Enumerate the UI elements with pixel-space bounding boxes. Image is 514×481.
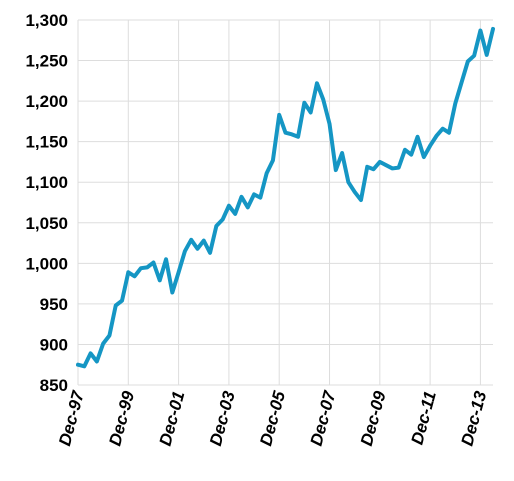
data-point [89, 351, 93, 355]
y-tick-label: 1,250 [25, 52, 68, 71]
x-tick-label: Dec-03 [206, 389, 239, 448]
y-tick-label: 1,300 [25, 11, 68, 30]
data-point [208, 251, 212, 255]
data-point [328, 122, 332, 126]
data-point [466, 59, 470, 63]
data-point [107, 334, 111, 338]
data-point [397, 166, 401, 170]
data-point [441, 127, 445, 131]
data-point [183, 249, 187, 253]
data-point [302, 101, 306, 105]
x-axis-tick-labels: Dec-97 Dec-99 Dec-01 Dec-03 Dec-05 Dec-07 Dec-… [55, 388, 490, 448]
data-point [372, 167, 376, 171]
y-tick-label: 1,000 [25, 254, 68, 273]
data-point [491, 27, 495, 31]
y-tick-label: 1,150 [25, 133, 68, 152]
data-point [409, 153, 413, 157]
data-point [126, 270, 130, 274]
data-point [460, 80, 464, 84]
data-point [227, 204, 231, 208]
x-tick-label: Dec-97 [55, 388, 88, 448]
data-point [145, 265, 149, 269]
y-tick-label: 850 [40, 376, 68, 395]
data-point [365, 165, 369, 169]
data-point [416, 135, 420, 139]
y-tick-label: 1,200 [25, 92, 68, 111]
data-point [195, 247, 199, 251]
data-point [271, 158, 275, 162]
data-point [164, 257, 168, 261]
data-point [139, 266, 143, 270]
data-point [252, 192, 256, 196]
data-point [472, 54, 476, 58]
data-point [95, 359, 99, 363]
y-tick-label: 950 [40, 295, 68, 314]
data-point [296, 135, 300, 139]
x-tick-label: Dec-09 [357, 389, 390, 448]
data-point [428, 144, 432, 148]
data-point [120, 299, 124, 303]
x-tick-label: Dec-07 [307, 388, 340, 448]
x-tick-label: Dec-05 [256, 389, 289, 448]
data-point [384, 163, 388, 167]
data-point [221, 218, 225, 222]
gridlines [77, 19, 493, 386]
data-point [378, 160, 382, 164]
series-line [76, 26, 495, 369]
data-point [202, 239, 206, 243]
y-axis-tick-labels: 850 900 950 1,000 1,050 1,100 1,150 1,200 1,250 1… [25, 11, 68, 395]
x-tick-label: Dec-01 [156, 389, 189, 448]
data-point [315, 81, 319, 85]
data-point [334, 168, 338, 172]
data-point [277, 113, 281, 117]
data-point [239, 195, 243, 199]
data-point [214, 224, 218, 228]
data-point [170, 291, 174, 295]
data-points [76, 27, 495, 368]
data-point [133, 274, 137, 278]
data-point [158, 278, 162, 282]
x-tick-label: Dec-99 [105, 389, 138, 448]
y-tick-label: 1,100 [25, 173, 68, 192]
data-point [284, 131, 287, 135]
data-point [189, 238, 193, 242]
data-point [290, 132, 294, 136]
data-point [177, 270, 181, 274]
y-tick-label: 1,050 [25, 214, 68, 233]
data-point [258, 196, 262, 200]
data-point [485, 53, 489, 57]
data-point [434, 134, 438, 138]
data-point [403, 148, 407, 152]
data-point [151, 261, 155, 265]
data-point [340, 151, 344, 155]
data-point [233, 212, 237, 216]
data-point [265, 171, 269, 175]
data-point [390, 166, 394, 170]
data-point [246, 205, 250, 209]
x-tick-label: Dec-11 [408, 389, 440, 447]
data-point [101, 342, 105, 346]
data-point [82, 364, 86, 368]
data-point [453, 102, 457, 106]
data-point [422, 155, 426, 159]
data-point [309, 110, 313, 114]
data-point [346, 180, 350, 184]
x-tick-label: Dec-13 [458, 389, 491, 448]
data-point [353, 190, 357, 194]
data-point [359, 198, 363, 202]
data-point [321, 97, 325, 101]
data-point [447, 131, 451, 135]
data-point [478, 29, 482, 33]
data-point [76, 363, 80, 367]
y-tick-label: 900 [40, 335, 68, 354]
data-point [114, 304, 118, 308]
